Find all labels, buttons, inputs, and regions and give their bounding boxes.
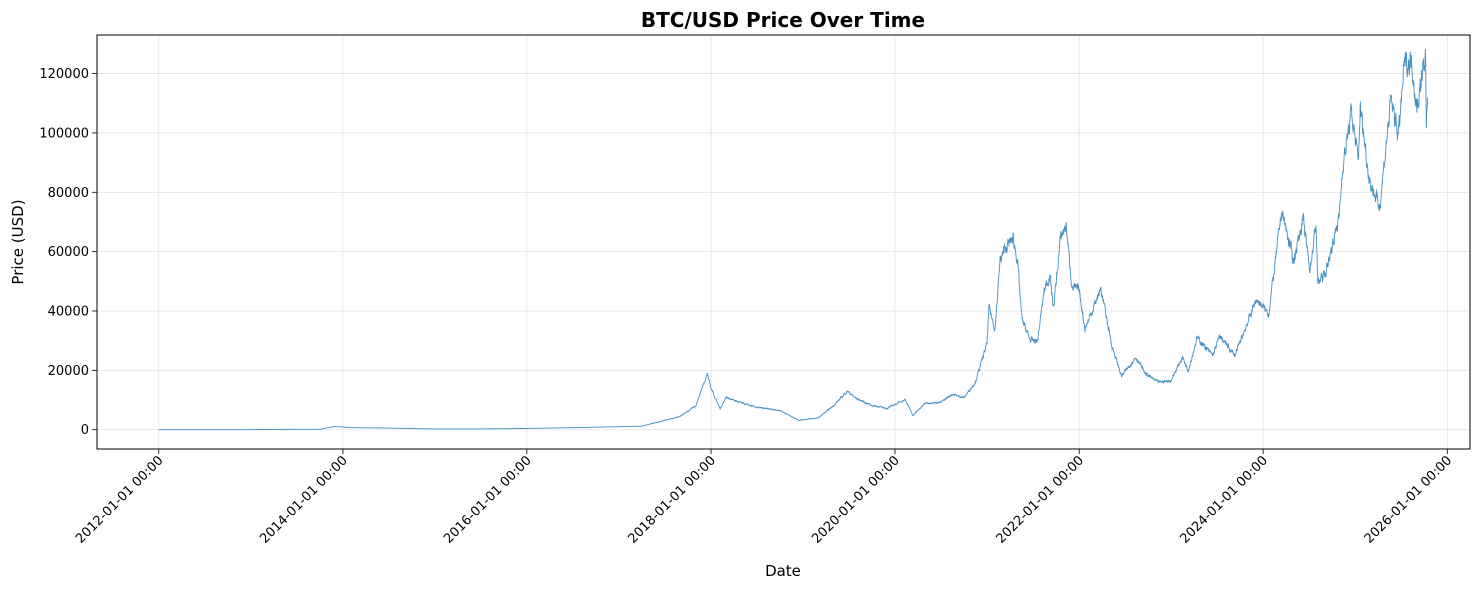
- series-layer: [158, 48, 1429, 431]
- x-tick-label: 2026-01-01 00:00: [1362, 453, 1455, 546]
- y-tick-label: 0: [81, 423, 89, 438]
- price-series-line: [158, 48, 1429, 431]
- x-axis: 2012-01-01 00:00 2014-01-01 00:00 2016-01-…: [73, 449, 1455, 547]
- y-tick-label: 40000: [48, 305, 89, 320]
- x-axis-label: Date: [765, 562, 801, 580]
- grid-lines: [97, 35, 1470, 449]
- y-tick-label: 80000: [48, 186, 89, 201]
- y-tick-label: 60000: [48, 245, 89, 260]
- x-tick-label: 2016-01-01 00:00: [441, 453, 534, 546]
- y-axis-label: Price (USD): [9, 199, 27, 284]
- x-tick-label: 2012-01-01 00:00: [73, 453, 166, 546]
- y-tick-label: 100000: [39, 126, 89, 141]
- y-tick-label: 120000: [39, 67, 89, 82]
- x-tick-label: 2018-01-01 00:00: [625, 453, 718, 546]
- x-tick-label: 2014-01-01 00:00: [257, 453, 350, 546]
- chart-title: BTC/USD Price Over Time: [641, 8, 925, 32]
- y-tick-label: 20000: [48, 364, 89, 379]
- x-tick-label: 2020-01-01 00:00: [809, 453, 902, 546]
- x-tick-label: 2024-01-01 00:00: [1178, 453, 1271, 546]
- plot-frame: [96, 34, 1471, 450]
- y-axis: 0 20000 40000 60000 80000 100000 120000: [39, 67, 97, 438]
- x-tick-label: 2022-01-01 00:00: [994, 453, 1087, 546]
